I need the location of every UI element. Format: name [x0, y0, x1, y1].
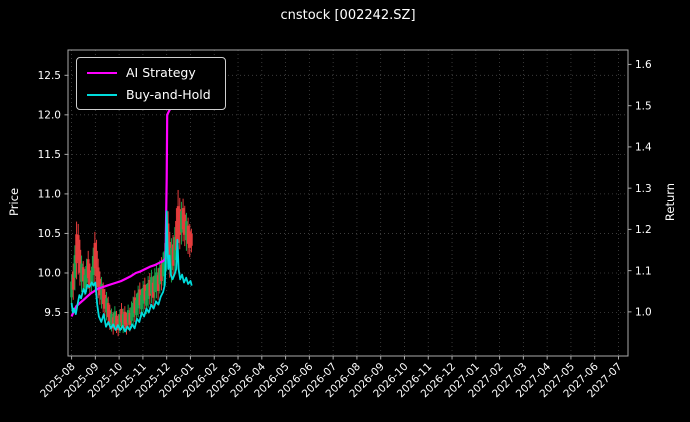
y-axis-label-return: Return [663, 182, 677, 222]
y-tick-label-right: 1.0 [635, 307, 652, 319]
x-axis: 2025-082025-092025-102025-112025-122026-… [38, 356, 625, 400]
series-buy-and-hold [70, 210, 193, 333]
legend-line-sample-buy-and-hold [87, 93, 117, 96]
y-axis-right: 1.0 1.1 1.2 1.3 1.4 1.5 1.6 [628, 59, 652, 319]
candlesticks [70, 189, 193, 337]
grid-lines [68, 50, 628, 356]
y-tick-label-right: 1.2 [635, 224, 652, 236]
y-tick-label-left: 10.0 [38, 268, 61, 280]
legend-label-ai-strategy: AI Strategy [126, 65, 196, 80]
plot-border [67, 49, 629, 357]
legend-item-ai-strategy: AI Strategy [87, 65, 211, 80]
y-tick-label-left: 10.5 [38, 228, 61, 240]
y-tick-label-left: 11.0 [38, 189, 61, 201]
y-axis-label-price: Price [7, 187, 21, 217]
y-tick-label-left: 12.5 [38, 70, 61, 82]
legend-item-buy-and-hold: Buy-and-Hold [87, 87, 211, 102]
legend: AI Strategy Buy-and-Hold [76, 57, 226, 110]
y-tick-label-right: 1.6 [635, 59, 652, 71]
y-tick-label-left: 11.5 [38, 149, 61, 161]
y-tick-label-left: 12.0 [38, 110, 61, 122]
y-tick-label-right: 1.3 [635, 183, 652, 195]
chart-title: cnstock [002242.SZ] [280, 8, 416, 23]
y-tick-label-right: 1.1 [635, 265, 652, 277]
legend-line-sample-ai-strategy [87, 71, 117, 74]
y-tick-label-right: 1.4 [635, 142, 652, 154]
y-tick-label-right: 1.5 [635, 100, 652, 112]
y-axis-left: 9.5 10.0 10.5 11.0 11.5 12.0 12.5 [38, 70, 68, 319]
legend-label-buy-and-hold: Buy-and-Hold [126, 87, 211, 102]
y-tick-label-left: 9.5 [44, 307, 61, 319]
